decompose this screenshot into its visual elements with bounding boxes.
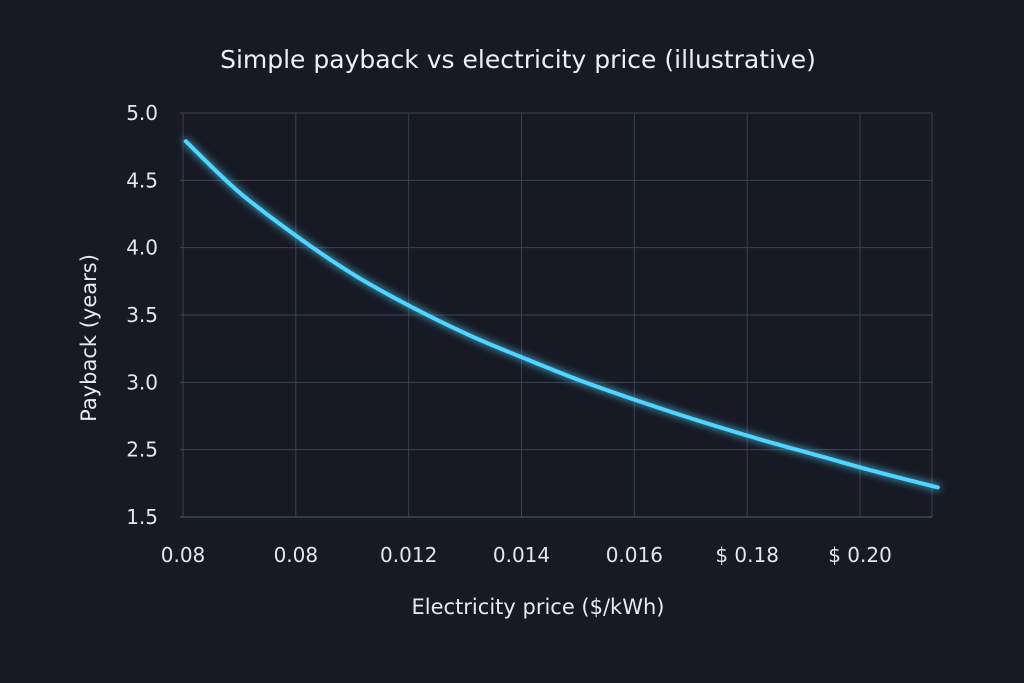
y-tick-label: 4.5 <box>126 168 158 192</box>
chart-title: Simple payback vs electricity price (ill… <box>220 45 816 74</box>
x-tick-label: 0.014 <box>493 543 550 567</box>
series-line <box>183 139 940 490</box>
y-axis-label: Payback (years) <box>77 254 101 422</box>
y-tick-label: 2.5 <box>126 438 158 462</box>
grid <box>180 112 933 518</box>
y-tick-label: 3.5 <box>126 303 158 327</box>
x-tick-labels: 0.08 0.08 0.012 0.014 0.016 $ 0.18 $ 0.20 <box>161 543 892 567</box>
x-tick-label: $ 0.18 <box>715 543 779 567</box>
y-tick-label: 5.0 <box>126 101 158 125</box>
y-tick-label: 4.0 <box>126 236 158 260</box>
x-tick-label: 0.08 <box>161 543 206 567</box>
y-tick-label: 3.0 <box>126 370 158 394</box>
y-tick-labels: 1.5 2.5 3.0 3.5 4.0 4.5 5.0 <box>126 101 158 529</box>
x-tick-label: 0.012 <box>380 543 437 567</box>
x-tick-label: 0.08 <box>274 543 319 567</box>
series <box>183 139 940 490</box>
x-tick-label: $ 0.20 <box>828 543 892 567</box>
y-tick-label: 1.5 <box>126 505 158 529</box>
x-axis-label: Electricity price ($/kWh) <box>412 595 665 619</box>
x-tick-label: 0.016 <box>606 543 663 567</box>
